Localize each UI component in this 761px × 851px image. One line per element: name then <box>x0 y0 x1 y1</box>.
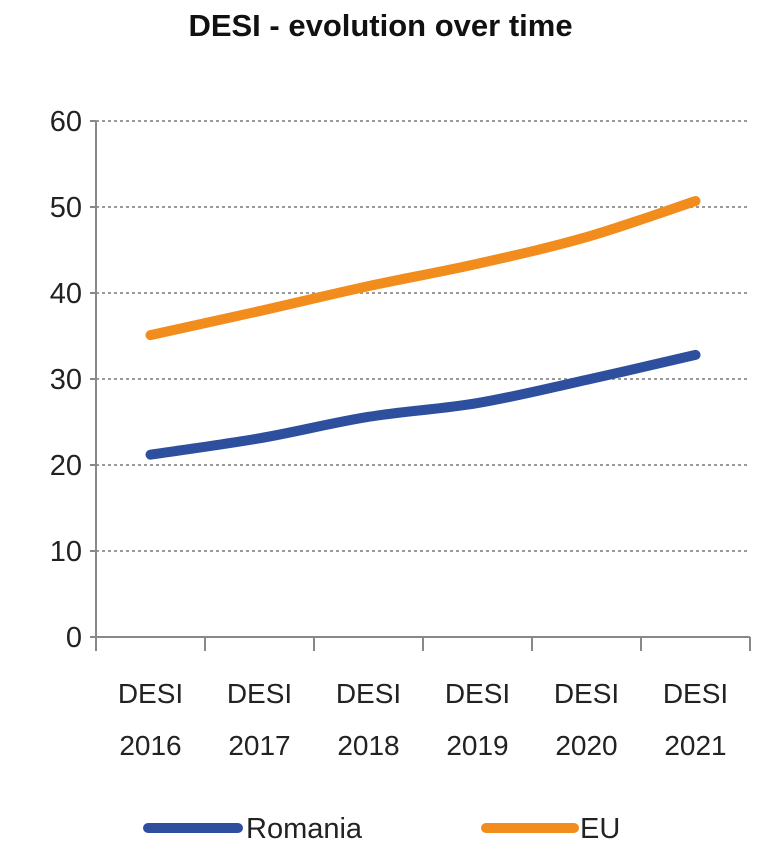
chart-title: DESI - evolution over time <box>188 8 573 43</box>
x-tick-label-line: DESI <box>663 678 728 709</box>
y-tick-label-60: 60 <box>50 106 82 138</box>
y-tick-label-50: 50 <box>50 192 82 224</box>
x-tick-label-line: 2017 <box>228 730 290 761</box>
series-lines <box>145 195 701 460</box>
x-tick-label-line: 2021 <box>664 730 726 761</box>
x-tick-label-line: DESI <box>227 678 292 709</box>
x-tick-label-line: 2020 <box>555 730 617 761</box>
y-axis-ticks: 0 10 20 30 40 50 60 <box>50 106 82 654</box>
x-tick-label-0: DESI 2016 <box>118 678 183 761</box>
legend: Romania EU <box>143 813 620 845</box>
x-tick-label-5: DESI 2021 <box>663 678 728 761</box>
x-tick-label-line: 2016 <box>119 730 181 761</box>
y-tick-label-10: 10 <box>50 536 82 568</box>
x-tick-label-1: DESI 2017 <box>227 678 292 761</box>
x-tick-label-line: DESI <box>445 678 510 709</box>
y-tick-label-0: 0 <box>66 622 82 654</box>
x-tick-label-line: DESI <box>118 678 183 709</box>
x-tick-label-line: DESI <box>554 678 619 709</box>
x-tick-label-line: DESI <box>336 678 401 709</box>
y-tick-label-40: 40 <box>50 278 82 310</box>
axes <box>90 120 751 651</box>
y-tick-label-20: 20 <box>50 450 82 482</box>
x-tick-label-2: DESI 2018 <box>336 678 401 761</box>
x-tick-label-line: 2018 <box>337 730 399 761</box>
legend-label-eu: EU <box>580 813 620 845</box>
series-line-romania <box>145 349 701 460</box>
x-tick-label-4: DESI 2020 <box>554 678 619 761</box>
legend-label-romania: Romania <box>246 813 363 845</box>
gridlines <box>96 120 750 552</box>
y-tick-label-30: 30 <box>50 364 82 396</box>
x-axis-ticks: DESI 2016 DESI 2017 DESI 2018 DESI 2019 DESI 2020… <box>118 678 728 761</box>
x-tick-label-line: 2019 <box>446 730 508 761</box>
x-tick-label-3: DESI 2019 <box>445 678 510 761</box>
series-line-eu <box>145 195 701 341</box>
